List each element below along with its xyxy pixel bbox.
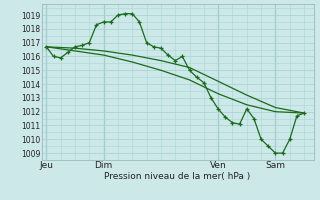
X-axis label: Pression niveau de la mer( hPa ): Pression niveau de la mer( hPa ) <box>104 172 251 181</box>
